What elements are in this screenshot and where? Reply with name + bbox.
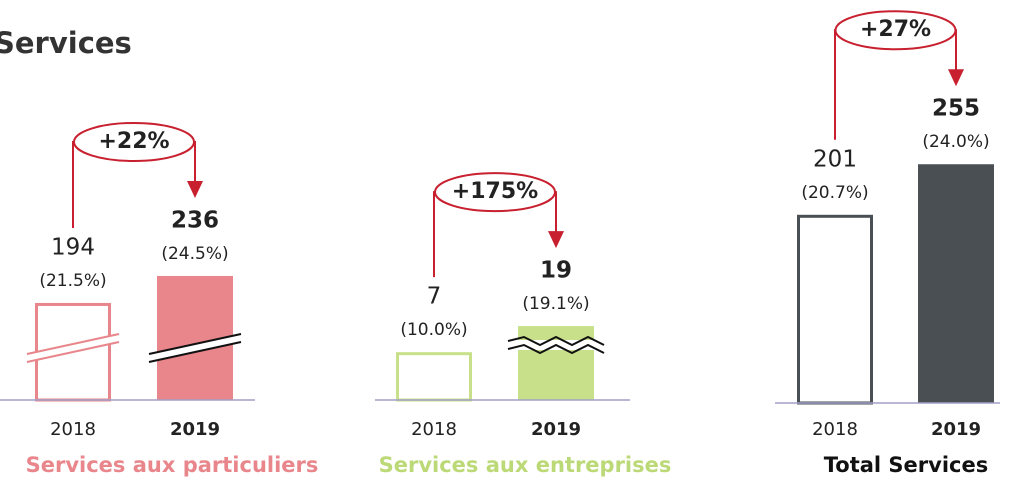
- page-title: Services: [0, 26, 132, 60]
- arrow-head: [548, 231, 564, 249]
- share-label: (19.1%): [522, 294, 589, 314]
- x-tick-label: 2018: [812, 419, 858, 440]
- share-label: (10.0%): [400, 320, 467, 340]
- chart-title: Services aux entreprises: [379, 453, 672, 477]
- share-label: (24.0%): [922, 132, 989, 152]
- growth-badge: [73, 121, 195, 162]
- bar: [518, 326, 594, 400]
- axis-break: [507, 343, 605, 355]
- arrow-head: [187, 180, 203, 198]
- value-label: 201: [813, 146, 857, 172]
- axis-break: [27, 334, 119, 362]
- arrow-head: [948, 69, 964, 87]
- share-label: (20.7%): [801, 183, 868, 203]
- growth-connector: [72, 140, 79, 228]
- x-tick-label: 2019: [931, 419, 981, 440]
- value-label: 194: [51, 234, 95, 260]
- chart: 7 (10.0%) 2018 19 (19.1%) 2019 +175% Services a…: [375, 172, 672, 477]
- chart: 201 (20.7%) 2018 255 (24.0%) 2019 +27% Total Se…: [775, 10, 1000, 477]
- growth-connector: [834, 29, 841, 140]
- chart-title: Total Services: [824, 453, 988, 477]
- growth-label: +175%: [452, 179, 538, 204]
- axis-break: [26, 341, 120, 363]
- axis-break: [148, 341, 242, 363]
- value-label: 236: [171, 207, 219, 233]
- growth-connector: [433, 191, 440, 278]
- x-tick-label: 2019: [531, 419, 581, 440]
- axis-break: [148, 333, 242, 355]
- value-label: 255: [932, 96, 980, 122]
- value-label: 7: [427, 284, 442, 310]
- bar: [918, 164, 994, 403]
- share-label: (21.5%): [39, 271, 106, 291]
- x-tick-label: 2018: [50, 419, 96, 440]
- share-label: (24.5%): [161, 244, 228, 264]
- growth-badge: [834, 10, 957, 51]
- x-tick-label: 2019: [170, 419, 220, 440]
- bar: [396, 352, 472, 402]
- growth-badge: [434, 172, 556, 213]
- x-tick-label: 2018: [411, 419, 457, 440]
- growth-label: +27%: [860, 17, 931, 42]
- chart: 194 (21.5%) 2018 236 (24.5%) 2019 +22% Services…: [0, 121, 319, 477]
- value-label: 19: [540, 258, 572, 284]
- chart-title: Services aux particuliers: [26, 453, 319, 477]
- axis-break: [507, 335, 605, 347]
- growth-label: +22%: [98, 129, 169, 154]
- axis-break: [26, 333, 120, 355]
- bar: [797, 214, 873, 405]
- axis-break: [149, 334, 241, 362]
